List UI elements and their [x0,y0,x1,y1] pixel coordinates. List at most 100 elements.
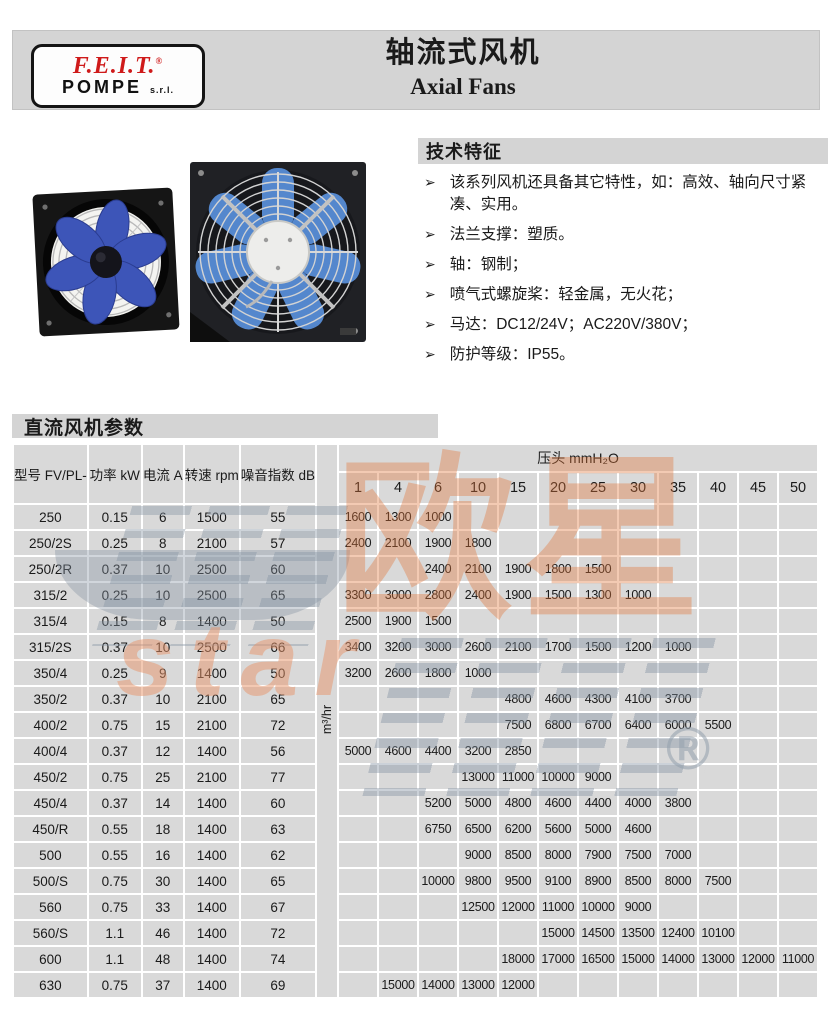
table-row: 250 0.15 6 1500 55 1600 1300 1000 [14,505,818,529]
pressure-cell [459,609,498,633]
rpm-cell: 1400 [184,609,239,633]
pressure-col: 25 [579,473,618,503]
pressure-cell: 5000 [579,817,618,841]
pressure-cell [699,973,738,997]
pressure-col: 20 [539,473,578,503]
pressure-cell [459,505,498,529]
pressure-cell: 5200 [419,791,458,815]
table-row: 250/2R 0.37 10 2500 60 2400 2100 1900 1800 1500 [14,557,818,581]
pressure-cell [739,973,778,997]
pressure-cell [779,791,818,815]
pressure-cell: 13500 [619,921,658,945]
model-cell: 630 [14,973,87,997]
page-title-chinese: 轴流式风机 [385,37,541,69]
feature-text: 法兰支撑：塑质。 [449,226,574,244]
pressure-cell [699,765,738,789]
current-cell: 8 [142,609,183,633]
pressure-cell: 2100 [379,531,418,555]
pressure-cell: 1900 [499,583,538,607]
pressure-cell [739,817,778,841]
pressure-cell: 2400 [339,531,378,555]
pressure-cell [699,505,738,529]
pressure-cell: 1000 [459,661,498,685]
power-cell: 0.37 [88,557,141,581]
feature-item: ➢ 马达：DC12/24V；AC220V/380V； [418,314,828,336]
pressure-cell [659,739,698,763]
pressure-cell [419,765,458,789]
pressure-col: 1 [339,473,378,503]
power-cell: 0.37 [88,791,141,815]
pressure-cell: 3300 [339,583,378,607]
pressure-cell: 8500 [499,843,538,867]
pressure-cell [619,531,658,555]
pressure-cell: 5500 [699,713,738,737]
pressure-cell: 6800 [539,713,578,737]
pressure-cell [779,505,818,529]
pressure-cell: 3400 [339,635,378,659]
registered-mark: ® [155,56,164,67]
fan-photo-right [190,162,366,342]
noise-cell: 72 [240,713,316,737]
noise-cell: 55 [240,505,316,529]
pressure-cell: 7500 [699,869,738,893]
power-cell: 0.37 [88,635,141,659]
pressure-cell [779,739,818,763]
pressure-cell [699,817,738,841]
pressure-cell [699,843,738,867]
pressure-col: 50 [779,473,818,503]
pressure-cell [419,843,458,867]
noise-cell: 57 [240,531,316,555]
pressure-cell [619,505,658,529]
noise-cell: 74 [240,947,316,971]
pressure-cell [739,687,778,711]
pressure-cell [699,583,738,607]
pressure-cell [699,739,738,763]
noise-cell: 50 [240,609,316,633]
pressure-cell [579,973,618,997]
pressure-cell: 5000 [339,739,378,763]
model-cell: 315/2 [14,583,87,607]
pressure-cell [459,921,498,945]
pressure-cell [619,661,658,685]
feature-item: ➢ 防护等级：IP55。 [418,344,828,366]
current-cell: 10 [142,557,183,581]
model-cell: 250/2S [14,531,87,555]
power-cell: 0.15 [88,609,141,633]
fan-photo-left [32,187,180,337]
power-cell: 0.75 [88,895,141,919]
pressure-cell: 1800 [539,557,578,581]
section-title-dc-fan-parameters: 直流风机参数 [12,414,438,439]
pressure-cell: 6750 [419,817,458,841]
pressure-cell: 2800 [419,583,458,607]
pressure-cell [699,635,738,659]
pressure-cell: 4800 [499,791,538,815]
pressure-cell: 6200 [499,817,538,841]
power-cell: 0.75 [88,973,141,997]
pressure-cell [379,791,418,815]
table-row: 560 0.75 33 1400 67 12500 12000 11000 10000 9000 [14,895,818,919]
current-cell: 33 [142,895,183,919]
pressure-cell [739,791,778,815]
pressure-cell [659,973,698,997]
table-row: 315/4 0.15 8 1400 50 2500 1900 1500 [14,609,818,633]
noise-cell: 65 [240,583,316,607]
noise-cell: 60 [240,557,316,581]
model-cell: 500 [14,843,87,867]
table-row: 315/2 0.25 10 2500 65 3300 3000 2800 2400 1900 150… [14,583,818,607]
pressure-cell [339,557,378,581]
pressure-cell: 2600 [379,661,418,685]
pressure-cell: 1600 [339,505,378,529]
page-titles: 轴流式风机 Axial Fans [213,35,713,100]
noise-cell: 72 [240,921,316,945]
noise-cell: 60 [240,791,316,815]
model-cell: 560/S [14,921,87,945]
pressure-cell [339,973,378,997]
pressure-cell [739,609,778,633]
pressure-cell: 1800 [459,531,498,555]
pressure-cell [459,947,498,971]
rpm-cell: 1500 [184,505,239,529]
pressure-cell [539,531,578,555]
power-cell: 0.15 [88,505,141,529]
pressure-cell [739,661,778,685]
